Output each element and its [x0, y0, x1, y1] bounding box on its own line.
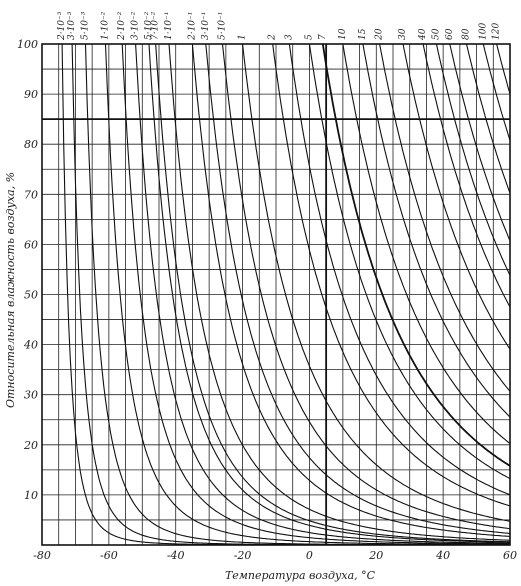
curve-label: 60 [445, 28, 455, 40]
y-tick-label: 20 [23, 439, 38, 452]
curve-14 [272, 43, 511, 507]
curve-16 [308, 43, 511, 480]
y-tick-label: 10 [24, 489, 38, 502]
curve-label: 100 [478, 23, 488, 40]
curve-18 [342, 43, 511, 445]
x-tick-label: 60 [503, 549, 517, 562]
curve-label: 5·10⁻³ [80, 11, 90, 40]
curve-26 [482, 43, 511, 141]
curve-20 [379, 43, 511, 392]
y-tick-label: 60 [24, 238, 38, 251]
curve-8 [155, 43, 511, 543]
curve-12 [221, 43, 511, 530]
curve-label: 40 [418, 28, 428, 41]
curve-label: 2 [268, 34, 278, 41]
curve-label: 30 [398, 28, 408, 40]
curve-label: 5 [304, 34, 314, 40]
curve-label: 10 [338, 28, 348, 40]
curve-label: 1 [238, 34, 248, 40]
y-tick-labels: 10 20 30 40 50 60 70 80 90 100 [17, 38, 38, 502]
y-tick-label: 70 [24, 188, 38, 201]
curve-label: 20 [375, 28, 385, 41]
x-tick-label: 20 [368, 549, 383, 562]
curve-label: 5·10⁻² [144, 11, 154, 40]
curve-label: 50 [431, 28, 441, 40]
curve-label: 3 [284, 34, 294, 40]
curve-label: 2·10⁻³ [57, 11, 67, 41]
curve-labels: 2·10⁻³ 3·10⁻³ 5·10⁻³ 1·10⁻² 2·10⁻² 3·10⁻² 5·10… [57, 11, 502, 41]
curve-24 [449, 43, 511, 242]
curve-label: 80 [462, 28, 472, 40]
y-axis-label: Относительная влажность воздуха, % [4, 172, 17, 408]
curve-label: 7 [318, 34, 328, 40]
curve-label: 2·10⁻¹ [187, 12, 197, 41]
x-tick-label: -20 [234, 549, 252, 562]
x-tick-label: -80 [33, 549, 51, 562]
y-tick-label: 100 [17, 38, 38, 51]
x-tick-label: 40 [435, 549, 450, 562]
curve-22 [422, 43, 511, 308]
curve-13 [242, 43, 511, 522]
x-axis-label: Температура воздуха, °С [225, 569, 376, 582]
y-tick-label: 40 [23, 339, 38, 352]
curve-label: 2·10⁻² [117, 11, 127, 41]
y-tick-label: 30 [24, 389, 38, 402]
curve-7 [148, 43, 510, 543]
emphasis-lines [42, 44, 510, 545]
x-tick-labels: -80 -60 -40 -20 0 20 40 60 [33, 549, 517, 562]
y-tick-label: 50 [24, 289, 38, 302]
curve-11 [205, 43, 511, 534]
curve-6 [135, 43, 511, 544]
curve-label: 3·10⁻³ [67, 11, 77, 40]
curve-label: 1·10⁻² [101, 11, 111, 40]
curve-label: 5·10⁻¹ [218, 12, 228, 40]
y-tick-label: 90 [24, 88, 38, 101]
curve-10 [191, 43, 511, 537]
curve-label: 15 [358, 28, 368, 40]
plot-frame [41, 43, 511, 546]
curve-17 [321, 43, 511, 467]
curve-21 [402, 43, 511, 350]
curve-label: 1·10⁻¹ [164, 12, 174, 40]
curve-label: 120 [492, 23, 502, 40]
curve-5 [121, 43, 510, 545]
curve-19 [362, 43, 511, 418]
x-tick-label: 0 [306, 549, 313, 562]
curve-27 [496, 43, 511, 95]
curve-9 [168, 43, 511, 541]
x-tick-label: -60 [100, 549, 118, 562]
curve-label: 7·10⁻² [151, 11, 161, 40]
curve-23 [435, 43, 511, 276]
y-tick-label: 80 [24, 138, 38, 151]
x-tick-label: -40 [167, 549, 185, 562]
curve-label: 3·10⁻² [131, 11, 141, 40]
curve-label: 3·10⁻¹ [201, 12, 211, 40]
curve-25 [465, 43, 511, 194]
